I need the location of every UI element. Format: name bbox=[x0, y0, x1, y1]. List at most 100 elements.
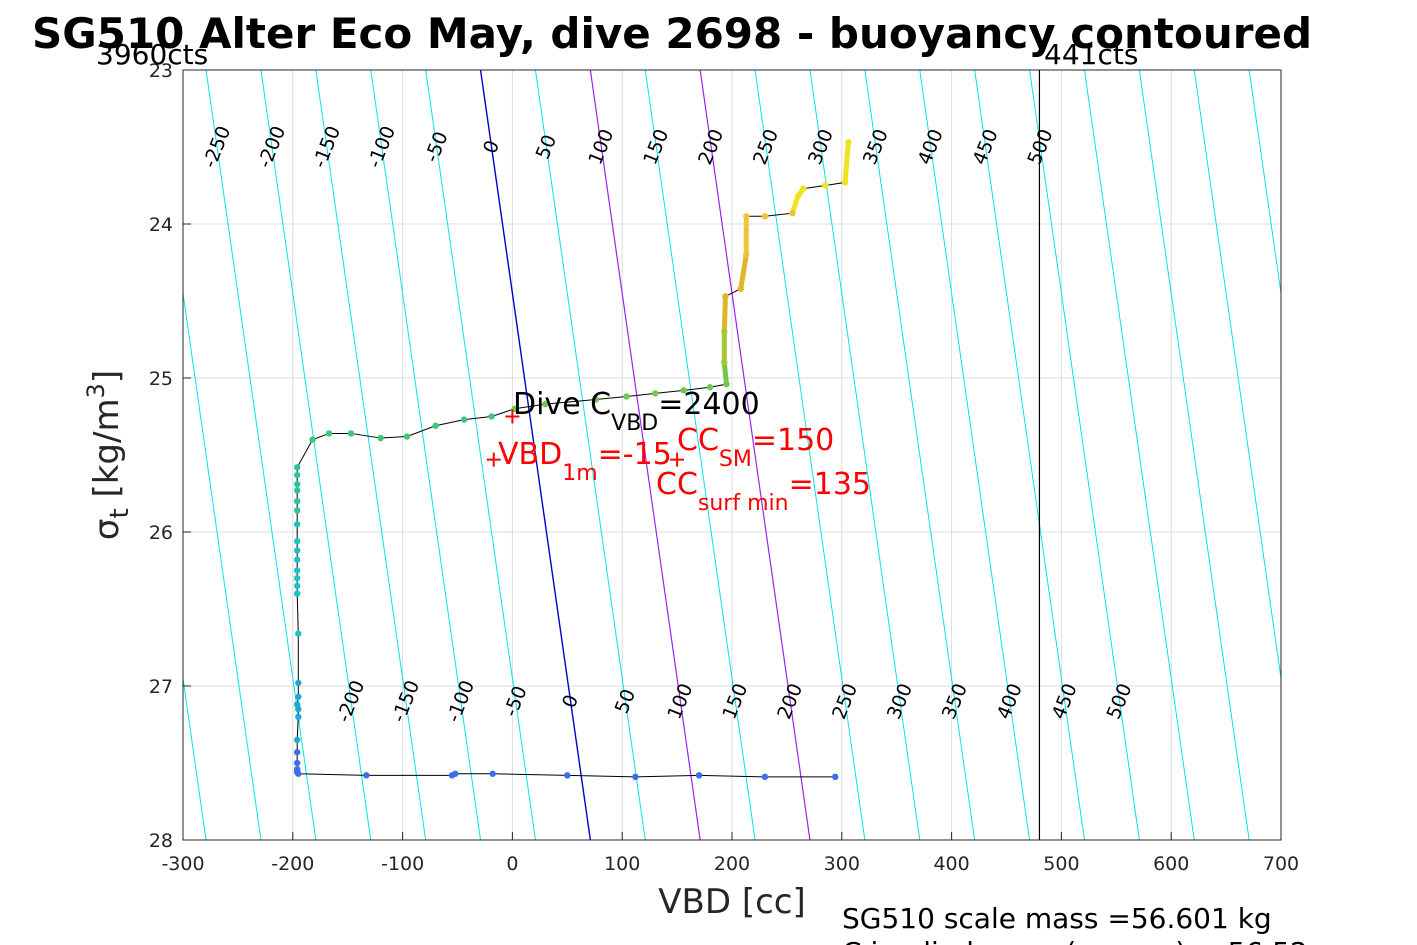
y-tick-label: 24 bbox=[149, 214, 173, 236]
profile-point bbox=[293, 487, 301, 494]
chart-title: SG510 Alter Eco May, dive 2698 - buoyanc… bbox=[32, 9, 1312, 58]
axis-ticks: -300 -200 -100 0 100 200 300 400 500 600 700 23 24 25… bbox=[149, 60, 1299, 875]
profile-point bbox=[293, 749, 301, 756]
profile-point bbox=[293, 556, 301, 563]
profile-point bbox=[460, 416, 468, 423]
y-tick-label: 28 bbox=[149, 830, 173, 852]
y-axis-label: σt [kg/m3] bbox=[82, 370, 135, 540]
y-tick-label: 27 bbox=[149, 676, 173, 698]
profile-point bbox=[794, 193, 802, 200]
profile-point bbox=[295, 679, 302, 687]
contour-line bbox=[0, 70, 96, 840]
contour-line bbox=[534, 70, 646, 840]
contour-line bbox=[1138, 70, 1250, 840]
profile-point bbox=[722, 293, 729, 300]
profile-point bbox=[695, 772, 703, 779]
x-tick-label: 300 bbox=[824, 853, 860, 875]
scale-mass-note: SG510 scale mass =56.601 kg bbox=[842, 902, 1272, 935]
profile-point bbox=[293, 736, 301, 744]
profile-point bbox=[592, 396, 600, 403]
x-tick-label: -200 bbox=[271, 853, 314, 875]
profile-point bbox=[293, 582, 301, 590]
contour-line bbox=[479, 70, 592, 840]
x-tick-label: 500 bbox=[1043, 853, 1079, 875]
contour-line bbox=[1193, 70, 1281, 682]
y-tick-label: 25 bbox=[149, 368, 173, 390]
x-tick-label: 600 bbox=[1153, 853, 1189, 875]
profile-point bbox=[293, 590, 301, 597]
profile-point bbox=[293, 464, 301, 471]
contour-line bbox=[1029, 70, 1140, 840]
profile-segment bbox=[842, 139, 851, 185]
profile-point bbox=[822, 182, 829, 189]
profile-point bbox=[293, 547, 301, 554]
dive-profile bbox=[293, 139, 852, 781]
profile-point bbox=[623, 393, 630, 400]
contour-line bbox=[1304, 70, 1414, 840]
profile-point bbox=[295, 630, 302, 637]
contour-line bbox=[183, 674, 207, 840]
contour-line bbox=[589, 70, 701, 840]
contour-line bbox=[1359, 70, 1417, 840]
profile-point bbox=[761, 213, 769, 220]
contour-line bbox=[1083, 70, 1195, 840]
profile-point bbox=[293, 521, 301, 528]
profile-point bbox=[293, 567, 301, 574]
profile-point bbox=[564, 772, 571, 779]
contour-line bbox=[0, 70, 41, 840]
profile-point bbox=[632, 773, 639, 781]
profile-point bbox=[542, 400, 549, 408]
profile-point bbox=[325, 430, 333, 437]
contour-line bbox=[864, 70, 976, 840]
profile-point bbox=[448, 772, 456, 779]
profile-point bbox=[721, 328, 728, 335]
profile-point bbox=[432, 422, 439, 429]
profile-point bbox=[651, 390, 659, 397]
contour-line bbox=[699, 70, 811, 840]
profile-point bbox=[293, 507, 301, 514]
cts-left-label: 3960cts bbox=[96, 38, 208, 71]
profile-point bbox=[347, 430, 355, 437]
profile-point bbox=[309, 436, 316, 443]
profile-point bbox=[743, 251, 750, 258]
profile-point bbox=[841, 179, 849, 186]
contour-line bbox=[315, 70, 427, 840]
profile-point bbox=[489, 770, 496, 777]
x-tick-label: 700 bbox=[1263, 853, 1299, 875]
contour-line bbox=[974, 70, 1085, 840]
profile-point bbox=[706, 384, 714, 391]
contour-line bbox=[644, 70, 756, 840]
y-tick-label: 23 bbox=[149, 60, 173, 82]
profile-point bbox=[488, 413, 495, 420]
profile-point bbox=[832, 773, 839, 781]
profile-point bbox=[743, 213, 750, 220]
profile-point bbox=[721, 359, 728, 366]
profile-point bbox=[789, 210, 796, 217]
x-tick-label: -100 bbox=[381, 853, 424, 875]
profile-point bbox=[680, 387, 687, 394]
profile-point bbox=[293, 575, 301, 582]
contour-line bbox=[370, 70, 482, 840]
profile-segment bbox=[738, 252, 749, 292]
profile-point bbox=[800, 185, 807, 192]
dive-c-vbd-label: Dive CVBD=2400 bbox=[513, 387, 760, 436]
cts-right-label: 441cts bbox=[1044, 38, 1138, 71]
profile-point bbox=[295, 693, 302, 700]
profile-point bbox=[293, 498, 301, 505]
x-tick-label: 100 bbox=[604, 853, 640, 875]
contour-line bbox=[425, 70, 536, 840]
profile-point bbox=[293, 765, 301, 773]
profile-point bbox=[377, 434, 384, 442]
x-tick-label: 0 bbox=[506, 853, 518, 875]
profile-point bbox=[363, 772, 370, 779]
cc-sm-label: CCSM=150 bbox=[677, 423, 834, 472]
profile-segment bbox=[721, 360, 730, 387]
contour-line bbox=[260, 70, 372, 840]
profile-point bbox=[293, 701, 301, 708]
cc-surf-min-label: CCsurf min=135 bbox=[656, 467, 871, 516]
contour-line bbox=[754, 70, 866, 840]
implied-mass-note: C implied mass (onsace) = 56.52 bbox=[842, 936, 1308, 945]
profile-point bbox=[293, 538, 301, 545]
